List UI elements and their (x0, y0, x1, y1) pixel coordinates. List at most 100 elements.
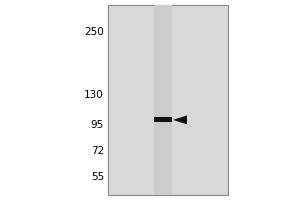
Bar (154, 30, 172, 32)
Bar (154, 20, 172, 22)
Bar (154, 90, 172, 92)
Bar (154, 85, 172, 87)
Bar (154, 149, 172, 151)
Bar (154, 104, 172, 106)
Bar (154, 165, 172, 166)
Bar (154, 119, 172, 121)
Bar (154, 108, 172, 110)
Bar (154, 52, 172, 54)
Bar (154, 13, 172, 15)
Bar (154, 178, 172, 180)
Text: 250: 250 (84, 27, 104, 37)
Bar (154, 100, 172, 102)
Bar (154, 87, 172, 89)
Bar (154, 73, 172, 75)
Bar (154, 129, 172, 130)
Bar (154, 148, 172, 149)
Bar (154, 159, 172, 161)
Bar (154, 54, 172, 56)
Bar (154, 83, 172, 85)
Bar (154, 9, 172, 11)
Bar (154, 106, 172, 108)
Bar (154, 125, 172, 127)
Bar (154, 146, 172, 148)
Bar (154, 161, 172, 163)
Bar (154, 138, 172, 140)
Bar (154, 33, 172, 35)
Bar (154, 166, 172, 168)
Bar (154, 18, 172, 20)
Bar (154, 60, 172, 62)
Bar (154, 142, 172, 144)
Bar (154, 134, 172, 136)
Bar (154, 163, 172, 165)
Bar (154, 68, 172, 70)
Bar (154, 186, 172, 187)
Bar (154, 43, 172, 45)
Bar (154, 35, 172, 37)
Bar (154, 187, 172, 189)
Bar (154, 22, 172, 24)
Bar (154, 180, 172, 182)
Bar (154, 98, 172, 100)
Bar (154, 193, 172, 195)
Bar (154, 184, 172, 186)
Bar (154, 64, 172, 66)
Bar (154, 140, 172, 142)
Text: 95: 95 (91, 120, 104, 130)
Bar (154, 77, 172, 79)
Bar (154, 75, 172, 77)
Bar (154, 102, 172, 104)
Bar (154, 191, 172, 193)
Bar (154, 72, 172, 73)
Bar (154, 117, 172, 119)
Bar (154, 96, 172, 98)
Bar (154, 123, 172, 125)
Bar (154, 182, 172, 184)
Polygon shape (173, 115, 187, 124)
Bar (154, 153, 172, 155)
Bar (154, 41, 172, 43)
Bar (154, 32, 172, 33)
Bar (154, 130, 172, 132)
Bar (154, 45, 172, 47)
Bar (108, 5, 228, 195)
Bar (154, 62, 172, 64)
Bar (154, 15, 172, 16)
Bar (154, 24, 172, 26)
Bar (154, 58, 172, 60)
Bar (154, 170, 172, 172)
Bar (154, 110, 172, 111)
Bar (154, 39, 172, 41)
Bar (154, 168, 172, 170)
Bar (154, 113, 172, 115)
Bar (154, 51, 172, 52)
Bar (154, 136, 172, 138)
Text: 55: 55 (91, 172, 104, 182)
Text: 130: 130 (84, 90, 104, 100)
Text: 72: 72 (91, 146, 104, 156)
Bar (154, 56, 172, 58)
Bar (154, 92, 172, 94)
Bar (154, 66, 172, 68)
Bar (154, 174, 172, 176)
Bar (154, 81, 172, 83)
Bar (154, 151, 172, 153)
Bar (154, 49, 172, 51)
Bar (154, 132, 172, 134)
Bar (154, 111, 172, 113)
Bar (154, 172, 172, 174)
Bar (154, 16, 172, 18)
Bar (154, 189, 172, 191)
Bar (154, 127, 172, 129)
Bar (154, 28, 172, 30)
Bar (154, 176, 172, 178)
Bar (154, 144, 172, 146)
Bar (154, 115, 172, 117)
Bar (154, 7, 172, 9)
Bar (154, 79, 172, 81)
Bar (154, 37, 172, 39)
Bar (154, 117, 172, 122)
Bar (154, 5, 172, 7)
Bar (154, 94, 172, 96)
